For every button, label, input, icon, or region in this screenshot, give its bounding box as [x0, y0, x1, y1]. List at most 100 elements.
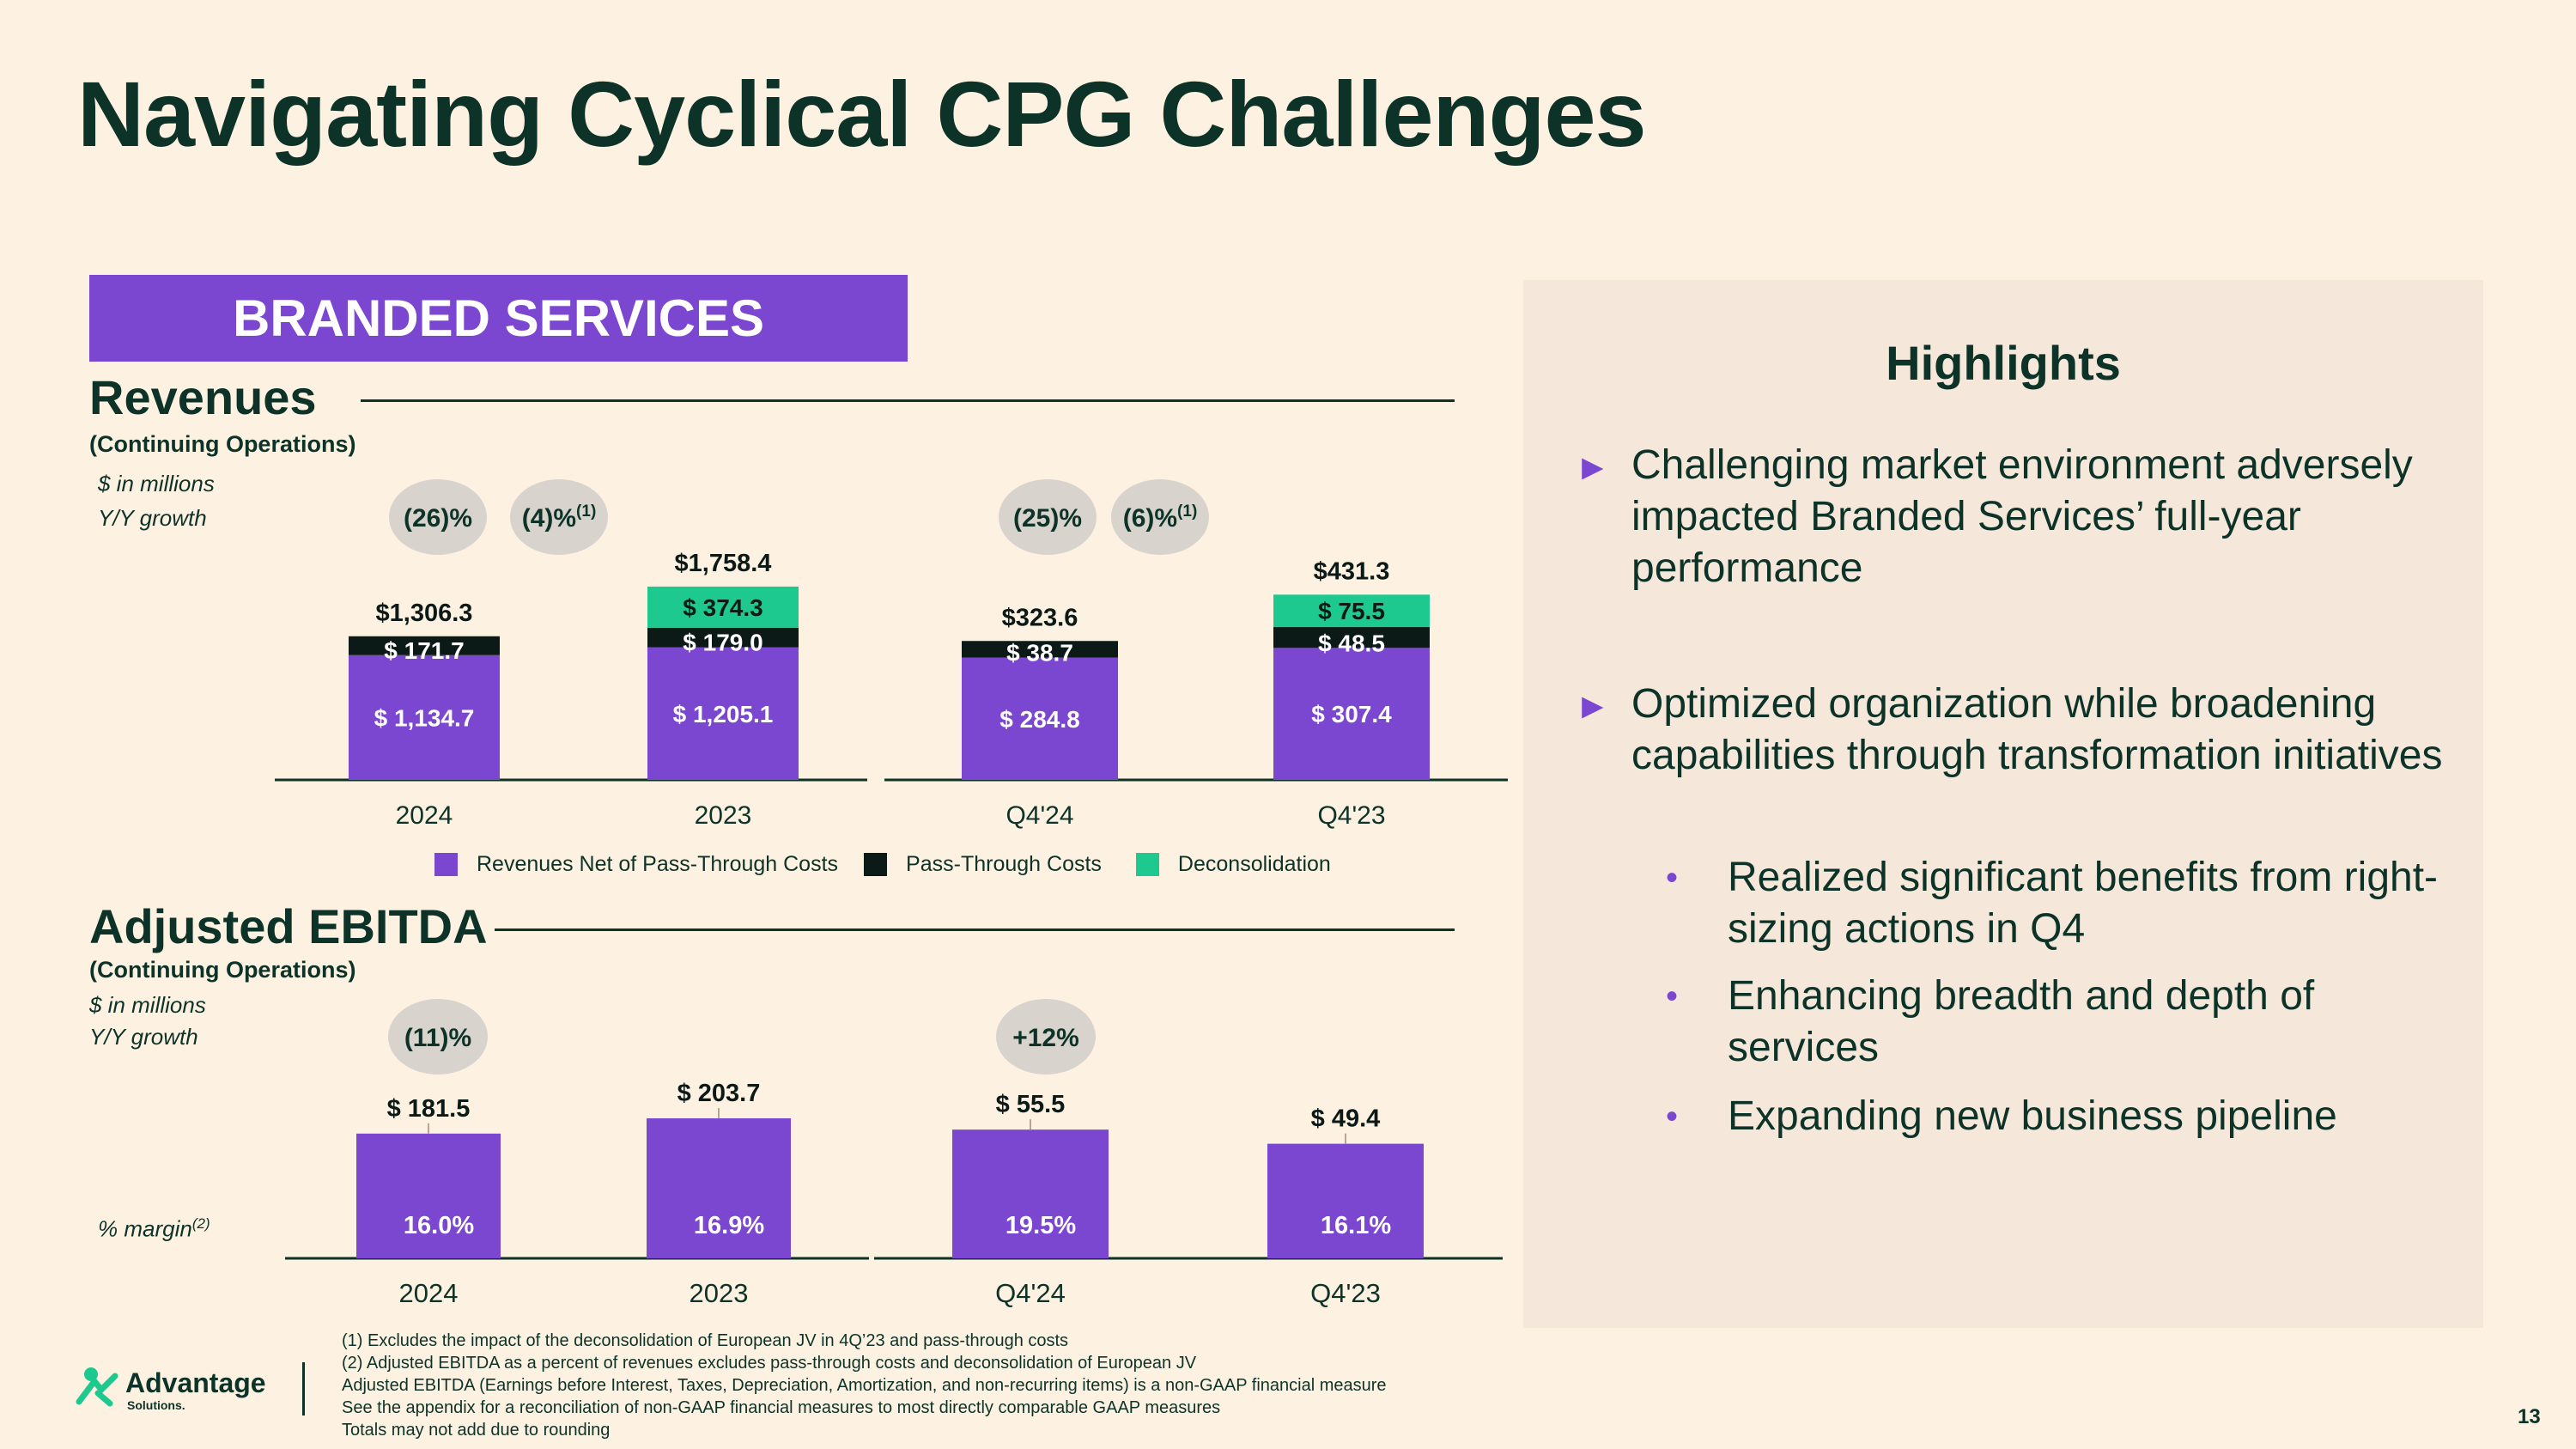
revenues-title: Revenues — [89, 370, 317, 424]
ebitda-subtitle: (Continuing Operations) — [89, 957, 356, 983]
highlight-subitem: • Realized significant benefits from rig… — [1666, 852, 2473, 955]
category-label: 2024 — [396, 801, 453, 830]
growth-bubble — [996, 999, 1096, 1075]
data-label: $ 374.3 — [683, 594, 762, 621]
category-label: Q4'24 — [995, 1278, 1066, 1308]
category-label: Q4'24 — [1005, 801, 1073, 830]
logo-divider — [302, 1362, 305, 1416]
arrow-bullet-icon: ► — [1575, 685, 1611, 726]
total-label: $1,758.4 — [675, 550, 772, 577]
margin-label: 16.0% — [404, 1212, 474, 1239]
category-label: 2023 — [690, 1278, 749, 1308]
growth-bubble — [999, 479, 1097, 555]
footnote: Adjusted EBITDA (Earnings before Interes… — [342, 1376, 1387, 1395]
growth-bubble — [389, 479, 487, 555]
total-label: $323.6 — [1002, 604, 1078, 631]
total-label: $1,306.3 — [376, 600, 473, 627]
footnote: Totals may not add due to rounding — [342, 1421, 611, 1440]
bar-segment — [962, 641, 1118, 658]
ebitda-growth-label: Y/Y growth — [89, 1024, 198, 1050]
value-label: $ 181.5 — [387, 1095, 471, 1123]
ebitda-bar — [647, 1118, 791, 1258]
footnote: See the appendix for a reconciliation of… — [342, 1398, 1221, 1417]
bar-segment — [962, 657, 1118, 780]
dot-bullet-icon: • — [1666, 977, 1679, 1015]
margin-label: 19.5% — [1005, 1212, 1076, 1239]
branded-services-banner: BRANDED SERVICES — [89, 275, 908, 362]
highlight-subtext: Enhancing breadth and depth of services — [1728, 973, 2315, 1070]
bar-segment — [1273, 594, 1430, 628]
ebitda-title: Adjusted EBITDA — [89, 899, 488, 953]
data-label: $ 171.7 — [384, 637, 464, 664]
revenues-chart: $ 1,134.7 $ 171.7 $1,306.3 2024 $ 1,205.1 $ 1… — [275, 479, 1508, 830]
bar-segment — [349, 654, 500, 780]
bar-segment — [647, 586, 799, 628]
growth-bubble — [388, 999, 488, 1075]
chart-legend: Revenues Net of Pass-Through Costs Pass-… — [434, 852, 1331, 877]
growth-label: (11)% — [404, 1024, 471, 1052]
data-label: $ 179.0 — [683, 630, 762, 656]
total-label: $431.3 — [1314, 557, 1390, 585]
category-label: Q4'23 — [1310, 1278, 1381, 1308]
highlight-subtext: Realized significant benefits from right… — [1728, 855, 2439, 952]
revenues-growth-label: Y/Y growth — [98, 505, 207, 531]
bar-segment — [647, 627, 799, 648]
legend-swatch-revenues-net — [434, 853, 458, 876]
data-label: $ 307.4 — [1311, 701, 1392, 728]
value-label: $ 55.5 — [996, 1091, 1066, 1118]
highlight-text: Challenging market environment adversely… — [1631, 442, 2413, 591]
bar-segment — [1273, 648, 1430, 780]
arrow-bullet-icon: ► — [1575, 447, 1611, 487]
data-label: $ 75.5 — [1318, 598, 1385, 624]
page-title: Navigating Cyclical CPG Challenges — [77, 62, 1647, 166]
dot-bullet-icon: • — [1666, 859, 1679, 897]
value-label: $ 203.7 — [677, 1080, 761, 1107]
category-label: 2023 — [695, 801, 752, 830]
growth-label: (26)% — [404, 504, 472, 533]
data-label: $ 1,205.1 — [673, 701, 774, 728]
page-number: 13 — [2518, 1405, 2541, 1428]
growth-bubble — [510, 479, 608, 555]
revenues-units: $ in millions — [98, 471, 215, 496]
advantage-logo — [76, 1364, 120, 1413]
legend-label-deconsolidation: Deconsolidation — [1177, 852, 1331, 876]
growth-label: (4)%(1) — [522, 502, 597, 533]
highlight-subtext: Expanding new business pipeline — [1728, 1093, 2337, 1139]
highlight-subitem: • Enhancing breadth and depth of service… — [1666, 971, 2473, 1074]
growth-bubble — [1111, 479, 1209, 555]
data-label: $ 48.5 — [1318, 630, 1385, 656]
highlight-subitem: • Expanding new business pipeline — [1666, 1091, 2473, 1142]
value-label: $ 49.4 — [1311, 1105, 1381, 1133]
highlight-item: ► Optimized organization while broadenin… — [1575, 679, 2468, 782]
ebitda-bar — [356, 1133, 501, 1258]
margin-label: % margin(2) — [98, 1215, 210, 1242]
data-label: $ 1,134.7 — [374, 704, 475, 731]
footnotes: (1) Excludes the impact of the deconsoli… — [342, 1330, 1387, 1441]
highlight-text: Optimized organization while broadening … — [1631, 681, 2443, 778]
bar-segment — [647, 647, 799, 780]
footnote: (2) Adjusted EBITDA as a percent of reve… — [342, 1354, 1197, 1373]
logo-name: Advantage — [125, 1367, 266, 1398]
legend-label-revenues-net: Revenues Net of Pass-Through Costs — [477, 852, 839, 876]
revenues-divider — [361, 399, 1455, 402]
bar-segment — [349, 636, 500, 655]
growth-label: +12% — [1012, 1024, 1079, 1052]
growth-label: (25)% — [1013, 504, 1082, 533]
ebitda-chart: $ 181.5 16.0% 2024 $ 203.7 16.9% 2023 $ 55.5 19… — [285, 999, 1503, 1308]
growth-label: (6)%(1) — [1123, 502, 1198, 533]
margin-label: 16.9% — [694, 1212, 764, 1239]
ebitda-bar — [1267, 1143, 1424, 1258]
logo-mark-icon — [76, 1367, 118, 1407]
revenues-subtitle: (Continuing Operations) — [89, 431, 356, 457]
margin-label: 16.1% — [1321, 1212, 1391, 1239]
logo-sub: Solutions. — [127, 1398, 185, 1412]
highlights-panel — [1523, 280, 2483, 1328]
category-label: 2024 — [399, 1278, 459, 1308]
dot-bullet-icon: • — [1666, 1098, 1679, 1135]
category-label: Q4'23 — [1317, 801, 1385, 830]
highlight-item: ► Challenging market environment adverse… — [1575, 440, 2468, 594]
footnote: (1) Excludes the impact of the deconsoli… — [342, 1331, 1069, 1350]
bar-segment — [1273, 627, 1430, 648]
highlights-title: Highlights — [1886, 336, 2121, 390]
ebitda-bar — [952, 1129, 1109, 1258]
